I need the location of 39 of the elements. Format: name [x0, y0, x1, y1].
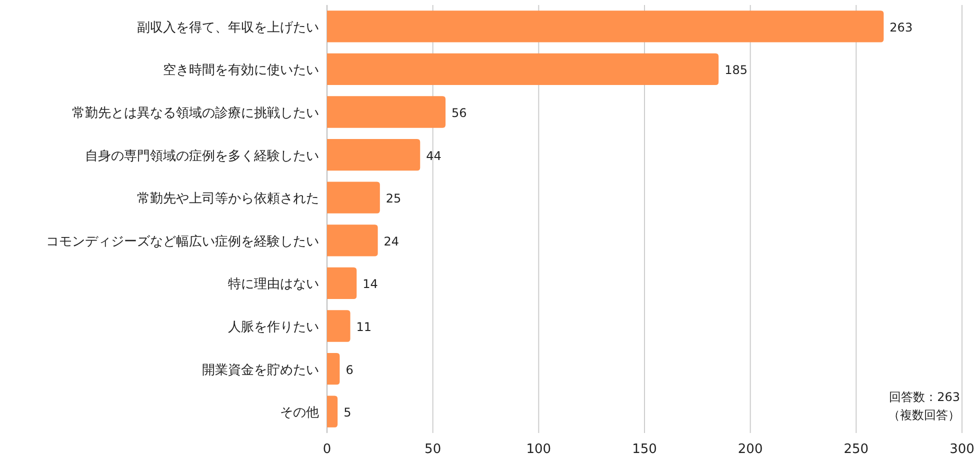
data-label: 11: [356, 320, 372, 334]
data-label: 44: [426, 148, 442, 163]
data-label: 24: [384, 234, 400, 248]
bar: [327, 96, 446, 128]
data-label: 6: [346, 362, 354, 377]
bar: [327, 53, 719, 86]
y-tick-label: コモンディジーズなど幅広い症例を経験したい: [46, 233, 319, 250]
bar: [327, 224, 378, 256]
y-tick-label: 自身の専門領域の症例を多く経験したい: [85, 148, 319, 164]
bar: [327, 138, 420, 171]
data-label: 5: [344, 406, 352, 420]
y-tick-label: その他: [280, 406, 319, 421]
bar: [327, 10, 884, 42]
bar: [327, 182, 380, 214]
bar: [327, 396, 338, 428]
y-tick-label: 人脈を作りたい: [228, 320, 319, 335]
bar: [327, 310, 350, 342]
data-label: 25: [386, 192, 402, 206]
bar: [327, 267, 357, 300]
y-tick-label: 常勤先とは異なる領域の診療に挑戦したい: [72, 106, 319, 121]
data-label: 14: [362, 277, 378, 292]
y-tick-label: 特に理由はない: [228, 277, 319, 292]
data-label: 263: [890, 20, 913, 34]
data-label: 185: [724, 63, 748, 78]
x-tick-label: 0: [322, 442, 332, 457]
annotation: 回答数：263: [889, 390, 960, 404]
y-tick-label: 空き時間を有効に使いたい: [163, 63, 319, 78]
x-tick-label: 100: [526, 442, 552, 457]
bar: [327, 352, 340, 385]
y-tick-label: 副収入を得て、年収を上げたい: [137, 20, 319, 36]
x-tick-label: 50: [424, 442, 442, 457]
x-tick-label: 250: [844, 442, 869, 457]
x-tick-label: 300: [950, 442, 974, 457]
x-tick-label: 200: [738, 442, 763, 457]
data-label: 56: [452, 106, 467, 120]
y-tick-label: 開業資金を貯めたい: [202, 362, 319, 378]
y-tick-label: 常勤先や上司等から依頼された: [137, 192, 319, 207]
annotation: （複数回答）: [888, 408, 960, 422]
x-tick-label: 150: [632, 442, 657, 457]
